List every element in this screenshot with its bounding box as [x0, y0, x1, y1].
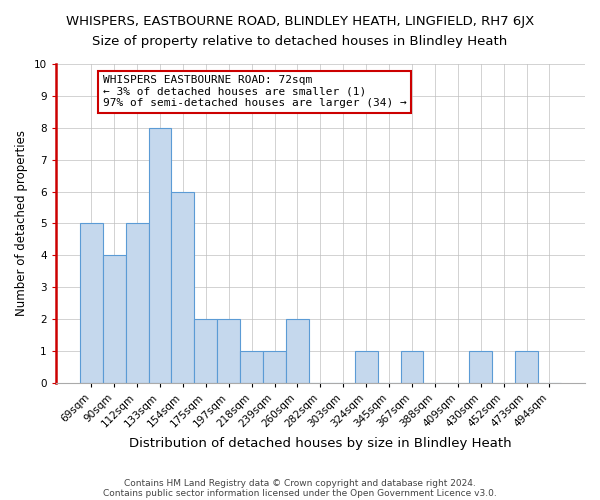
Bar: [172, 192, 194, 383]
Bar: [149, 128, 172, 383]
Text: WHISPERS, EASTBOURNE ROAD, BLINDLEY HEATH, LINGFIELD, RH7 6JX: WHISPERS, EASTBOURNE ROAD, BLINDLEY HEAT…: [66, 15, 534, 28]
Bar: [125, 224, 149, 383]
Text: Contains public sector information licensed under the Open Government Licence v3: Contains public sector information licen…: [103, 488, 497, 498]
Text: Size of property relative to detached houses in Blindley Heath: Size of property relative to detached ho…: [92, 35, 508, 48]
Bar: [515, 351, 538, 383]
Y-axis label: Number of detached properties: Number of detached properties: [15, 130, 28, 316]
Bar: [263, 351, 286, 383]
Bar: [286, 319, 309, 383]
Bar: [80, 224, 103, 383]
Bar: [469, 351, 492, 383]
Bar: [194, 319, 217, 383]
Bar: [217, 319, 240, 383]
Bar: [355, 351, 377, 383]
Bar: [401, 351, 424, 383]
Bar: [240, 351, 263, 383]
Text: Contains HM Land Registry data © Crown copyright and database right 2024.: Contains HM Land Registry data © Crown c…: [124, 478, 476, 488]
Bar: [103, 256, 125, 383]
X-axis label: Distribution of detached houses by size in Blindley Heath: Distribution of detached houses by size …: [129, 437, 512, 450]
Text: WHISPERS EASTBOURNE ROAD: 72sqm
← 3% of detached houses are smaller (1)
97% of s: WHISPERS EASTBOURNE ROAD: 72sqm ← 3% of …: [103, 75, 406, 108]
